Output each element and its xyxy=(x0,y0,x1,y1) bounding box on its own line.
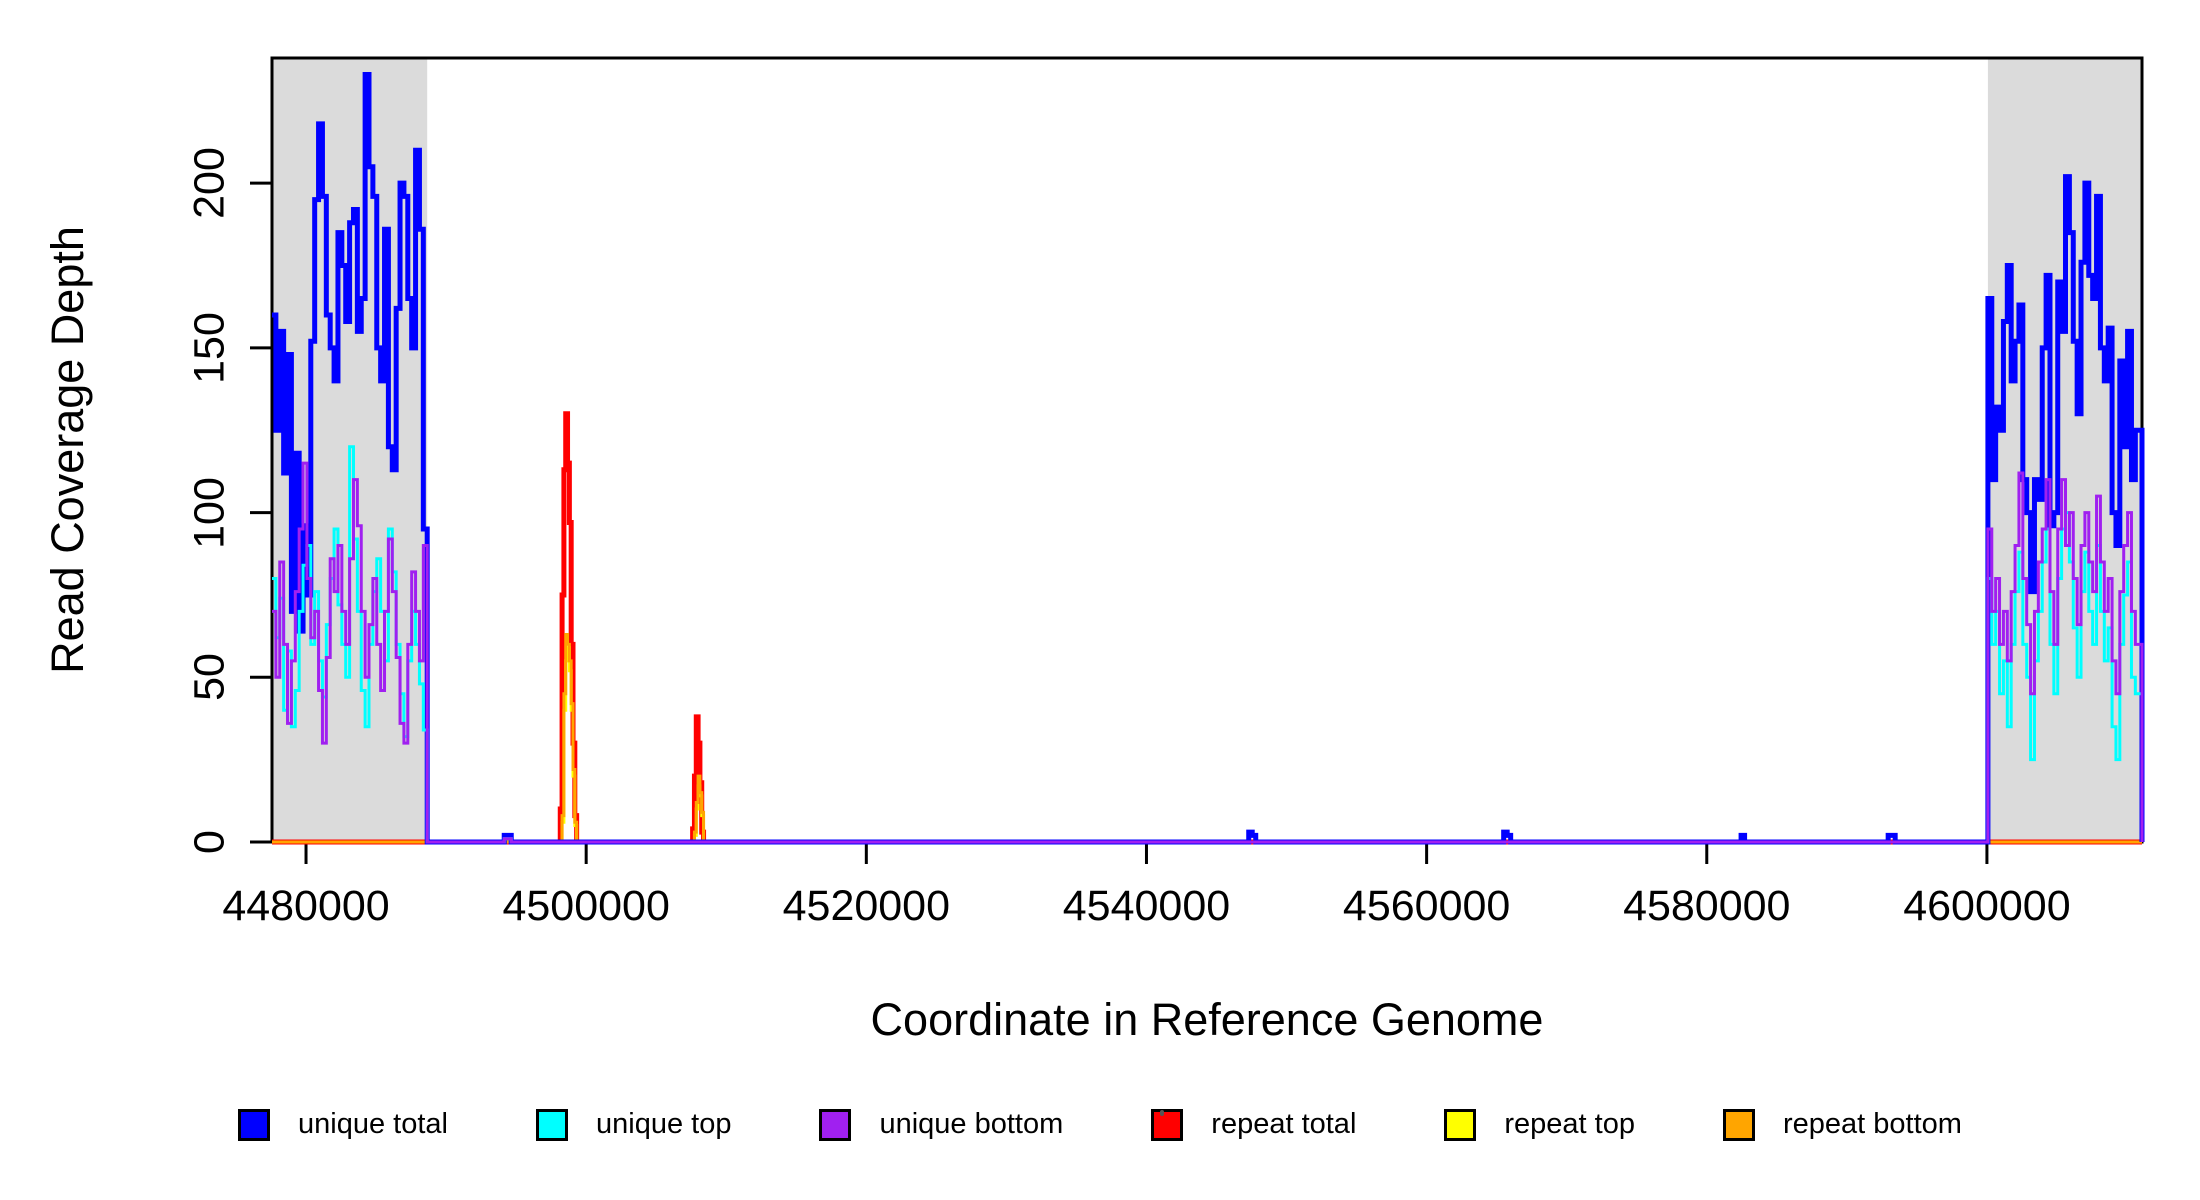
series-repeat-top xyxy=(272,646,2142,844)
legend-label-unique-bottom: unique bottom xyxy=(879,1108,1064,1140)
x-tick-label-4580000: 4580000 xyxy=(1623,882,1791,930)
legend-label-unique-total: unique total xyxy=(298,1108,448,1140)
legend-swatch-repeat-bottom xyxy=(1723,1108,1755,1141)
series-unique-top xyxy=(272,445,2144,844)
y-tick-label-100: 100 xyxy=(185,476,234,549)
legend-swatch-unique-total xyxy=(238,1108,271,1141)
x-tick-label-4480000: 4480000 xyxy=(222,882,390,930)
x-tick-label-4540000: 4540000 xyxy=(1062,882,1231,930)
y-tick-label-0: 0 xyxy=(185,830,234,854)
y-tick-label-150: 150 xyxy=(185,312,234,384)
y-tick-label-200: 200 xyxy=(185,147,234,220)
x-axis-title: Coordinate in Reference Genome xyxy=(870,994,1544,1045)
x-tick-label-4500000: 4500000 xyxy=(502,882,670,930)
legend-swatch-unique-top xyxy=(536,1108,568,1141)
legend-item-repeat-total: repeat total xyxy=(1151,1108,1356,1141)
legend-swatch-repeat-total xyxy=(1151,1108,1184,1141)
x-tick-label-4520000: 4520000 xyxy=(782,882,951,930)
legend-swatch-unique-bottom xyxy=(819,1108,852,1141)
legend-label-repeat-top: repeat top xyxy=(1504,1108,1635,1140)
plot-frame xyxy=(270,56,2144,844)
legend-item-unique-top: unique top xyxy=(536,1108,731,1141)
series-repeat-bottom xyxy=(272,632,2142,844)
legend: unique total unique top unique bottom repea… xyxy=(0,1108,2200,1141)
legend-swatch-repeat-top xyxy=(1444,1108,1477,1141)
legend-item-unique-total: unique total xyxy=(238,1108,448,1141)
legend-label-repeat-total: repeat total xyxy=(1211,1108,1357,1140)
legend-label-repeat-bottom: repeat bottom xyxy=(1783,1108,1962,1140)
y-axis-title: Read Coverage Depth xyxy=(42,226,93,674)
y-tick-label-50: 50 xyxy=(185,653,234,702)
series-repeat-total xyxy=(272,411,2142,845)
legend-item-repeat-top: repeat top xyxy=(1444,1108,1635,1141)
x-tick-label-4600000: 4600000 xyxy=(1903,882,2071,930)
stray-mark xyxy=(1160,1110,1164,1116)
legend-item-repeat-bottom: repeat bottom xyxy=(1723,1108,1962,1141)
series-unique-total xyxy=(272,71,2145,845)
series-unique-bottom xyxy=(272,461,2144,844)
legend-item-unique-bottom: unique bottom xyxy=(819,1108,1063,1141)
x-tick-label-4560000: 4560000 xyxy=(1342,882,1511,930)
legend-label-unique-top: unique top xyxy=(596,1108,732,1140)
